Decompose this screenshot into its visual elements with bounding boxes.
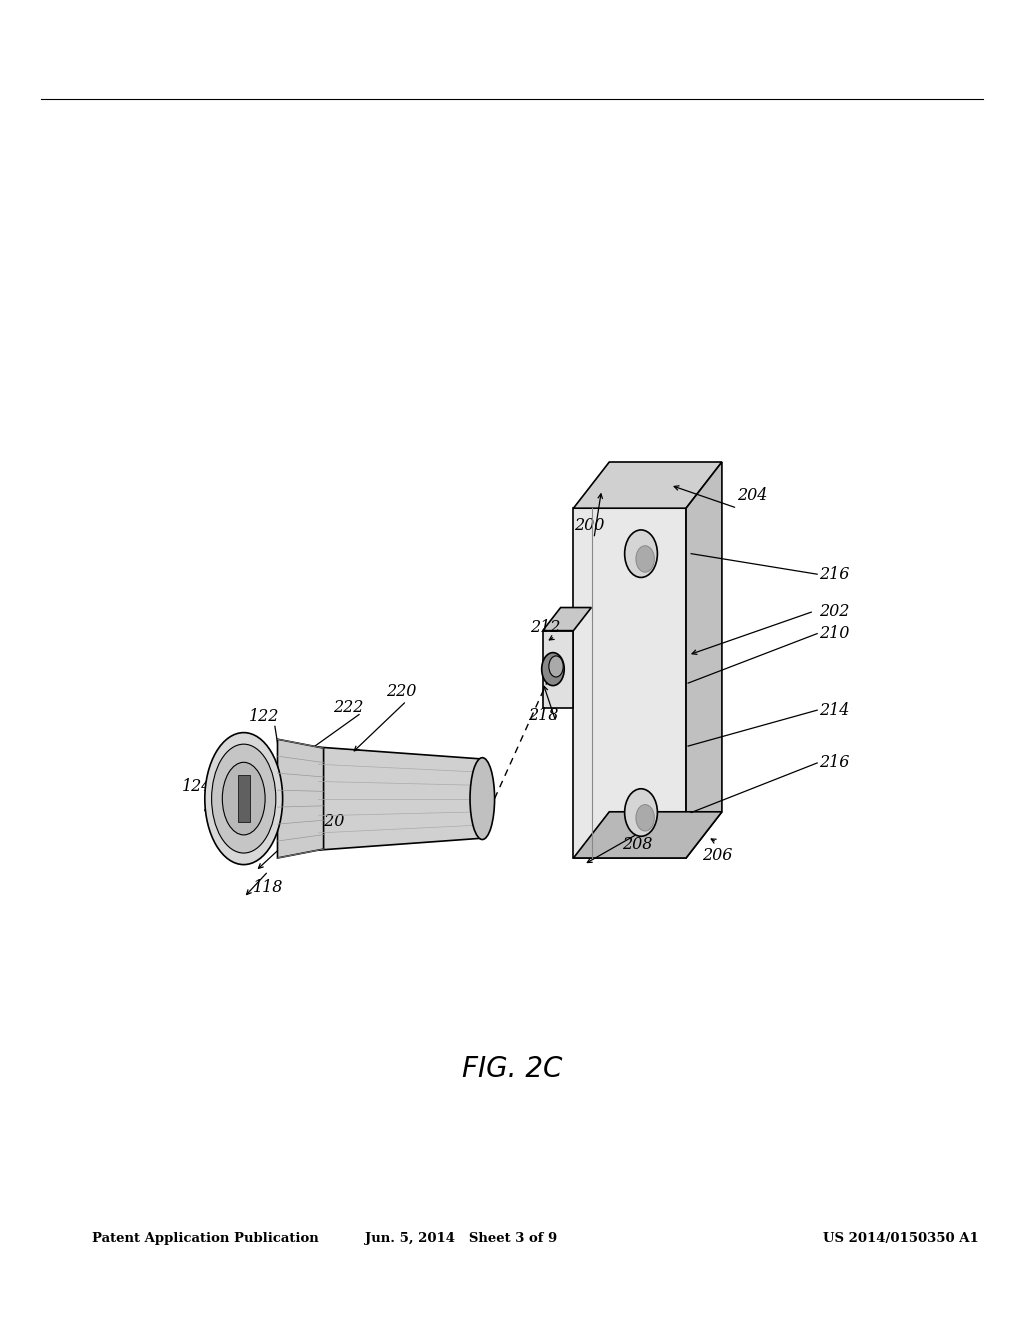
Text: 122: 122: [249, 709, 280, 725]
Ellipse shape: [542, 652, 564, 685]
Ellipse shape: [625, 789, 657, 837]
Polygon shape: [573, 462, 722, 508]
Polygon shape: [543, 607, 592, 631]
Polygon shape: [238, 775, 250, 822]
Ellipse shape: [625, 529, 657, 577]
Polygon shape: [686, 462, 722, 858]
Polygon shape: [543, 631, 573, 708]
Text: US 2014/0150350 A1: US 2014/0150350 A1: [823, 1232, 979, 1245]
Ellipse shape: [212, 744, 275, 853]
Ellipse shape: [636, 545, 654, 572]
Text: 220: 220: [386, 684, 417, 700]
Polygon shape: [278, 739, 324, 858]
Text: 118: 118: [253, 879, 284, 895]
Ellipse shape: [636, 805, 654, 832]
Text: 212: 212: [529, 619, 560, 635]
Text: 120: 120: [314, 813, 345, 829]
Text: Patent Application Publication: Patent Application Publication: [92, 1232, 318, 1245]
Text: 214: 214: [819, 702, 850, 718]
Ellipse shape: [205, 733, 283, 865]
Polygon shape: [573, 508, 686, 858]
Text: 208: 208: [622, 837, 652, 853]
Text: Jun. 5, 2014   Sheet 3 of 9: Jun. 5, 2014 Sheet 3 of 9: [365, 1232, 557, 1245]
Polygon shape: [318, 747, 482, 850]
Text: 202: 202: [819, 603, 850, 619]
Text: 206: 206: [701, 847, 732, 863]
Text: 204: 204: [737, 487, 768, 503]
Text: 216: 216: [819, 566, 850, 582]
Text: 222: 222: [333, 700, 364, 715]
Polygon shape: [573, 812, 722, 858]
Text: 218: 218: [527, 708, 558, 723]
Text: 210: 210: [819, 626, 850, 642]
Text: 124: 124: [181, 779, 212, 795]
Text: FIG. 2C: FIG. 2C: [462, 1055, 562, 1084]
Ellipse shape: [222, 763, 265, 836]
Text: 216: 216: [819, 755, 850, 771]
Text: 200: 200: [573, 517, 604, 533]
Ellipse shape: [470, 758, 495, 840]
Ellipse shape: [549, 656, 563, 677]
